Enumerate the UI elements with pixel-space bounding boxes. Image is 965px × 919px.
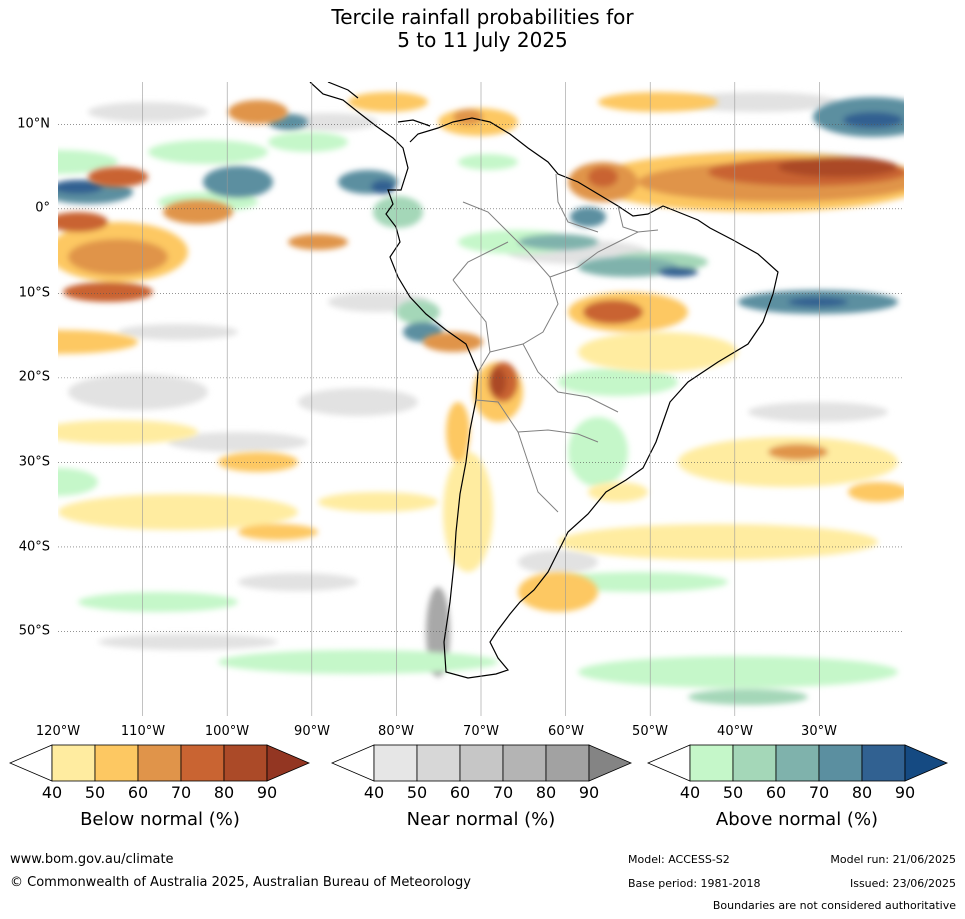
boundaries-note: Boundaries are not considered authoritat…	[712, 899, 956, 912]
lat-label-10s: 10°S	[18, 285, 50, 301]
below-normal-swatch-40-50	[51, 744, 96, 782]
above-normal-label: Above normal (%)	[715, 809, 879, 830]
near-normal-label: Near normal (%)	[406, 809, 556, 830]
near-normal-colorbar	[330, 744, 633, 782]
rainfall-probability-map	[58, 82, 904, 716]
above-normal-tick-90: 90	[894, 783, 916, 802]
above-normal-tick-40: 40	[679, 783, 701, 802]
above-normal-swatch-40-50	[689, 744, 734, 782]
model-name: Model: ACCESS-S2	[628, 853, 730, 866]
above-normal-swatch-under	[646, 744, 691, 782]
below-normal-tick-50: 50	[84, 783, 106, 802]
above-normal-patches	[58, 97, 904, 705]
below-normal-tick-40: 40	[41, 783, 63, 802]
lon-label-100w: 100°W	[204, 724, 250, 739]
base-period: Base period: 1981-2018	[628, 877, 761, 890]
below-normal-tick-70: 70	[170, 783, 192, 802]
above-normal-swatch-50-60	[732, 744, 777, 782]
above-normal-tick-60: 60	[765, 783, 787, 802]
lon-label-110w: 110°W	[120, 724, 166, 739]
lat-label-20s: 20°S	[18, 369, 50, 385]
lat-label-40s: 40°S	[18, 539, 50, 555]
issued-date: Issued: 23/06/2025	[849, 877, 956, 890]
above-normal-swatch-over	[904, 744, 949, 782]
near-normal-swatch-under	[330, 744, 375, 782]
lat-label-10n: 10°N	[17, 116, 50, 132]
near-normal-swatch-40-50	[373, 744, 418, 782]
country-borders	[452, 173, 659, 513]
below-normal-tick-90: 90	[256, 783, 278, 802]
below-normal-tick-80: 80	[213, 783, 235, 802]
copyright-notice: © Commonwealth of Australia 2025, Austra…	[10, 875, 471, 890]
map-title-line2: 5 to 11 July 2025	[397, 28, 568, 52]
lon-label-70w: 70°W	[463, 724, 499, 739]
below-normal-swatch-50-60	[94, 744, 139, 782]
model-run-date: Model run: 21/06/2025	[830, 853, 956, 866]
near-normal-tick-80: 80	[535, 783, 557, 802]
below-normal-tick-60: 60	[127, 783, 149, 802]
near-normal-tick-60: 60	[449, 783, 471, 802]
lon-label-80w: 80°W	[378, 724, 414, 739]
above-normal-swatch-80-90	[861, 744, 906, 782]
near-normal-swatch-60-70	[459, 744, 504, 782]
graticule-meridians	[142, 82, 820, 716]
above-normal-tick-50: 50	[722, 783, 744, 802]
above-normal-colorbar	[646, 744, 949, 782]
above-normal-swatch-60-70	[775, 744, 820, 782]
near-normal-tick-90: 90	[578, 783, 600, 802]
lon-label-50w: 50°W	[632, 724, 668, 739]
below-normal-swatch-under	[8, 744, 53, 782]
above-normal-tick-80: 80	[851, 783, 873, 802]
lon-label-30w: 30°W	[801, 724, 837, 739]
lon-label-90w: 90°W	[294, 724, 330, 739]
near-normal-swatch-70-80	[502, 744, 547, 782]
above-normal-tick-70: 70	[808, 783, 830, 802]
lon-label-60w: 60°W	[548, 724, 584, 739]
below-normal-swatch-80-90	[223, 744, 268, 782]
lat-label-0: 0°	[35, 200, 50, 216]
below-normal-swatch-60-70	[137, 744, 182, 782]
below-normal-swatch-70-80	[180, 744, 225, 782]
below-normal-colorbar	[8, 744, 311, 782]
lat-label-30s: 30°S	[18, 454, 50, 470]
near-normal-tick-70: 70	[492, 783, 514, 802]
map-title-line1: Tercile rainfall probabilities for	[331, 5, 634, 29]
below-normal-swatch-over	[266, 744, 311, 782]
near-normal-swatch-50-60	[416, 744, 461, 782]
website-link[interactable]: www.bom.gov.au/climate	[10, 852, 174, 867]
near-normal-swatch-over	[588, 744, 633, 782]
near-normal-swatch-80-90	[545, 744, 590, 782]
above-normal-swatch-70-80	[818, 744, 863, 782]
below-normal-label: Below normal (%)	[80, 809, 240, 830]
near-normal-tick-40: 40	[363, 783, 385, 802]
lat-label-50s: 50°S	[18, 623, 50, 639]
lon-label-120w: 120°W	[35, 724, 81, 739]
near-normal-tick-50: 50	[406, 783, 428, 802]
below-normal-patches	[58, 92, 904, 612]
lon-label-40w: 40°W	[717, 724, 753, 739]
